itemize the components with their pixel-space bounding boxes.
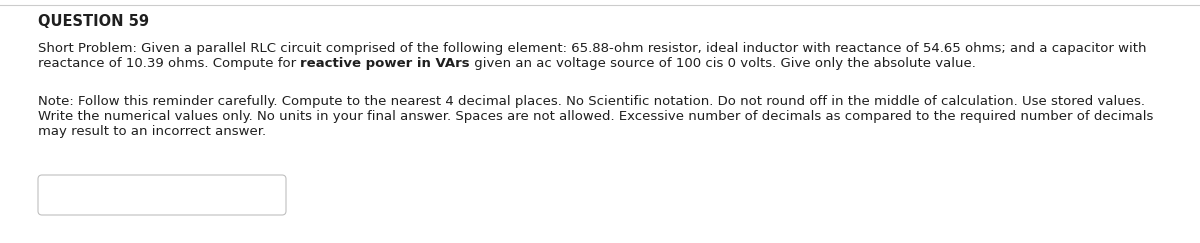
Text: Note: Follow this reminder carefully. Compute to the nearest 4 decimal places. N: Note: Follow this reminder carefully. Co… — [38, 95, 1145, 108]
Text: Write the numerical values only. No units in your final answer. Spaces are not a: Write the numerical values only. No unit… — [38, 110, 1153, 123]
FancyBboxPatch shape — [38, 175, 286, 215]
Text: QUESTION 59: QUESTION 59 — [38, 14, 149, 29]
Text: Short Problem: Given a parallel RLC circuit comprised of the following element: : Short Problem: Given a parallel RLC circ… — [38, 42, 1146, 55]
Text: may result to an incorrect answer.: may result to an incorrect answer. — [38, 125, 266, 138]
Text: reactance of 10.39 ohms. Compute for: reactance of 10.39 ohms. Compute for — [38, 57, 300, 70]
Text: reactive power in VArs: reactive power in VArs — [300, 57, 470, 70]
Text: given an ac voltage source of 100 cis 0 volts. Give only the absolute value.: given an ac voltage source of 100 cis 0 … — [470, 57, 976, 70]
